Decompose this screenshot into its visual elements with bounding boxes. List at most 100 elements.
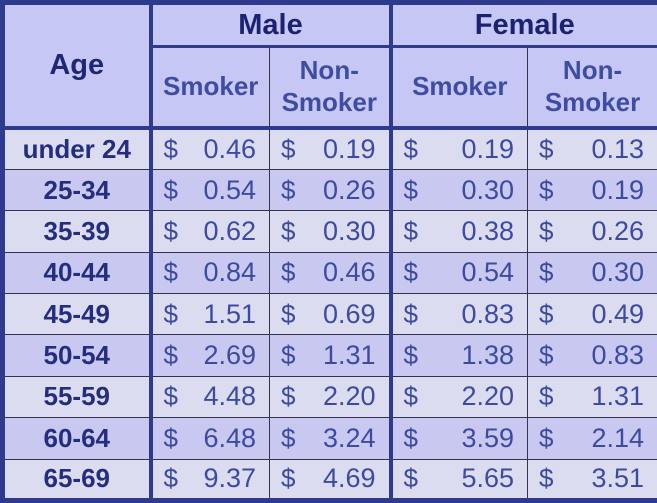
age-row-header: 50-54	[2, 334, 153, 377]
rate-amount: 3.51	[591, 463, 645, 494]
sub-header-row: Smoker Non-Smoker Smoker Non-Smoker	[3, 46, 657, 130]
rate-cell: $2.69	[150, 334, 270, 377]
rate-cell: $3.24	[268, 417, 393, 460]
currency-symbol: $	[163, 463, 178, 494]
rate-amount: 0.49	[591, 298, 645, 329]
rate-amount: 0.83	[461, 298, 515, 329]
rate-cell: $0.19	[268, 127, 393, 170]
currency-symbol: $	[281, 340, 296, 371]
rate-cell: $0.69	[268, 292, 393, 336]
currency-symbol: $	[281, 257, 296, 288]
rate-cell: $0.54	[390, 251, 529, 295]
currency-symbol: $	[539, 340, 554, 371]
table-header: Age Male Female Smoker Non-Smoker Smoker…	[2, 2, 657, 130]
table-row: 40-44 $0.84 $0.46 $0.54 $0.30	[2, 251, 657, 295]
rate-cell: $1.31	[268, 334, 393, 377]
table-row: 65-69 $9.37 $4.69 $5.65 $3.51	[2, 458, 657, 501]
rate-amount: 4.48	[203, 381, 256, 412]
age-row-header: 65-69	[2, 458, 153, 501]
currency-symbol: $	[163, 340, 178, 371]
currency-symbol: $	[539, 381, 554, 412]
rate-cell: $9.37	[150, 458, 270, 501]
rate-amount: 1.38	[461, 340, 515, 371]
currency-symbol: $	[163, 257, 178, 288]
rate-cell: $0.62	[150, 210, 270, 253]
currency-symbol: $	[539, 215, 554, 246]
female-smoker-header: Smoker	[390, 46, 529, 130]
rate-cell: $0.30	[268, 210, 393, 253]
rate-cell: $0.26	[268, 168, 393, 212]
rate-cell: $0.54	[150, 168, 270, 212]
rate-amount: 0.84	[203, 257, 256, 288]
currency-symbol: $	[403, 215, 418, 246]
table-row: 25-34 $0.54 $0.26 $0.30 $0.19	[2, 168, 657, 212]
table-body: under 24 $0.46 $0.19 $0.19 $0.13 25-34 $…	[2, 127, 657, 501]
currency-symbol: $	[403, 340, 418, 371]
currency-symbol: $	[403, 174, 418, 205]
rate-amount: 0.30	[322, 215, 376, 246]
currency-symbol: $	[403, 133, 418, 164]
currency-symbol: $	[163, 174, 178, 205]
currency-symbol: $	[281, 298, 296, 329]
male-group-header: Male	[149, 2, 393, 48]
rate-amount: 0.19	[461, 133, 515, 164]
rate-amount: 2.14	[591, 422, 645, 453]
rate-amount: 0.83	[591, 340, 645, 371]
currency-symbol: $	[281, 422, 296, 453]
currency-symbol: $	[281, 215, 296, 246]
currency-symbol: $	[403, 381, 418, 412]
male-nonsmoker-header: Non-Smoker	[268, 46, 393, 130]
rate-amount: 3.59	[461, 422, 515, 453]
rate-cell: $2.20	[390, 375, 529, 419]
table-row: under 24 $0.46 $0.19 $0.19 $0.13	[2, 127, 657, 170]
rate-amount: 2.20	[322, 381, 376, 412]
currency-symbol: $	[403, 463, 418, 494]
age-row-header: 25-34	[2, 168, 153, 212]
table-row: 50-54 $2.69 $1.31 $1.38 $0.83	[2, 334, 657, 377]
rate-cell: $0.46	[268, 251, 393, 295]
rate-cell: $0.19	[390, 127, 529, 170]
rate-cell: $0.83	[390, 292, 529, 336]
rate-cell: $2.14	[527, 417, 657, 460]
age-row-header: 40-44	[2, 251, 153, 295]
currency-symbol: $	[281, 463, 296, 494]
currency-symbol: $	[281, 133, 296, 164]
rate-amount: 0.26	[591, 215, 645, 246]
male-smoker-header: Smoker	[150, 46, 270, 130]
currency-symbol: $	[403, 257, 418, 288]
table-row: 35-39 $0.62 $0.30 $0.38 $0.26	[2, 210, 657, 253]
female-group-header: Female	[390, 2, 657, 48]
rate-cell: $1.38	[390, 334, 529, 377]
rate-amount: 9.37	[203, 463, 256, 494]
rate-cell: $0.38	[390, 210, 529, 253]
rate-amount: 5.65	[461, 463, 515, 494]
currency-symbol: $	[403, 298, 418, 329]
rate-amount: 0.46	[203, 133, 256, 164]
rate-amount: 0.54	[461, 257, 515, 288]
rate-cell: $0.84	[150, 251, 270, 295]
currency-symbol: $	[281, 174, 296, 205]
rate-amount: 1.31	[322, 340, 376, 371]
rate-cell: $2.20	[268, 375, 393, 419]
rate-cell: $0.83	[527, 334, 657, 377]
currency-symbol: $	[539, 463, 554, 494]
age-row-header: 60-64	[2, 417, 153, 460]
table-row: 45-49 $1.51 $0.69 $0.83 $0.49	[2, 292, 657, 336]
rate-cell: $1.51	[150, 292, 270, 336]
currency-symbol: $	[539, 257, 554, 288]
rate-cell: $0.13	[527, 127, 657, 170]
rate-amount: 0.19	[322, 133, 376, 164]
rate-cell: $0.19	[527, 168, 657, 212]
female-nonsmoker-header: Non-Smoker	[527, 46, 657, 130]
rate-amount: 0.38	[461, 215, 515, 246]
rate-amount: 3.24	[322, 422, 376, 453]
rate-amount: 0.26	[322, 174, 376, 205]
age-row-header: 35-39	[2, 210, 153, 253]
rate-cell: $1.31	[527, 375, 657, 419]
currency-symbol: $	[163, 381, 178, 412]
rate-cell: $0.30	[527, 251, 657, 295]
rate-amount: 1.31	[591, 381, 645, 412]
rate-amount: 0.46	[322, 257, 376, 288]
rate-amount: 2.20	[461, 381, 515, 412]
